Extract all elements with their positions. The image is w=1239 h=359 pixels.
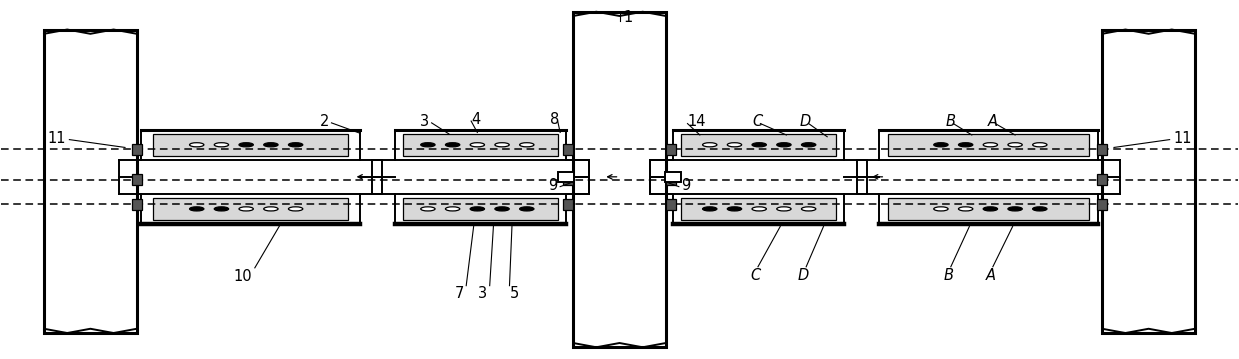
Circle shape — [727, 207, 742, 211]
Text: C: C — [752, 114, 763, 129]
Circle shape — [190, 143, 204, 147]
Circle shape — [264, 207, 278, 211]
Circle shape — [959, 143, 973, 147]
Text: 3: 3 — [420, 114, 429, 129]
Bar — [154, 134, 347, 156]
Circle shape — [470, 207, 484, 211]
Bar — [681, 134, 836, 156]
Circle shape — [289, 143, 302, 147]
Text: 3: 3 — [478, 286, 487, 301]
Bar — [681, 198, 836, 220]
Text: 7: 7 — [455, 286, 463, 301]
Bar — [665, 144, 675, 155]
Text: 5: 5 — [509, 286, 519, 301]
Circle shape — [934, 143, 948, 147]
Bar — [559, 172, 575, 182]
Circle shape — [1007, 143, 1022, 147]
Circle shape — [214, 207, 229, 211]
Bar — [880, 130, 1098, 160]
Text: B: B — [945, 114, 955, 129]
Circle shape — [984, 143, 997, 147]
Text: 8: 8 — [550, 112, 559, 127]
Bar — [664, 172, 680, 182]
Bar — [564, 144, 574, 155]
Bar — [564, 174, 574, 185]
Bar — [574, 12, 665, 347]
Circle shape — [239, 207, 253, 211]
Bar — [665, 174, 675, 185]
Text: 11: 11 — [1173, 131, 1192, 146]
Circle shape — [494, 143, 509, 147]
Circle shape — [1007, 207, 1022, 211]
Circle shape — [446, 207, 460, 211]
Circle shape — [1032, 207, 1047, 211]
Circle shape — [752, 143, 767, 147]
Bar — [141, 130, 359, 160]
Text: 14: 14 — [688, 114, 706, 129]
Circle shape — [777, 143, 790, 147]
Circle shape — [264, 143, 278, 147]
Bar — [1103, 30, 1194, 333]
Bar — [154, 198, 347, 220]
Bar — [1098, 144, 1108, 155]
Circle shape — [421, 143, 435, 147]
Bar — [673, 130, 845, 160]
Circle shape — [703, 207, 717, 211]
Circle shape — [1032, 143, 1047, 147]
Circle shape — [727, 143, 742, 147]
Text: B: B — [943, 268, 953, 283]
Bar — [1098, 199, 1108, 210]
Circle shape — [446, 143, 460, 147]
Circle shape — [777, 207, 790, 211]
Circle shape — [470, 143, 484, 147]
Bar — [564, 199, 574, 210]
Bar — [394, 130, 566, 160]
Text: A: A — [987, 114, 997, 129]
Text: 2: 2 — [320, 114, 330, 129]
Circle shape — [239, 143, 253, 147]
Bar — [141, 194, 359, 224]
Circle shape — [289, 207, 302, 211]
Text: C: C — [750, 268, 761, 283]
Text: D: D — [800, 114, 812, 129]
Text: 9: 9 — [549, 178, 558, 194]
Circle shape — [802, 207, 815, 211]
Circle shape — [214, 143, 229, 147]
Circle shape — [519, 143, 534, 147]
Circle shape — [802, 143, 815, 147]
Bar — [1098, 174, 1108, 185]
Bar — [45, 30, 136, 333]
Circle shape — [190, 207, 204, 211]
Circle shape — [984, 207, 997, 211]
Circle shape — [494, 207, 509, 211]
Bar — [394, 194, 566, 224]
Bar — [673, 194, 845, 224]
Bar — [131, 144, 141, 155]
Bar — [888, 198, 1089, 220]
Text: 9: 9 — [681, 178, 690, 194]
Text: D: D — [798, 268, 809, 283]
Bar — [403, 134, 558, 156]
Text: A: A — [985, 268, 995, 283]
Text: 1: 1 — [623, 10, 632, 25]
Circle shape — [752, 207, 767, 211]
Text: 10: 10 — [233, 269, 252, 284]
Text: 11: 11 — [47, 131, 66, 146]
Circle shape — [703, 143, 717, 147]
Circle shape — [959, 207, 973, 211]
Bar — [880, 194, 1098, 224]
Bar — [888, 134, 1089, 156]
Bar — [131, 174, 141, 185]
Circle shape — [934, 207, 948, 211]
Bar — [665, 199, 675, 210]
Circle shape — [421, 207, 435, 211]
Circle shape — [519, 207, 534, 211]
Bar — [403, 198, 558, 220]
Text: 4: 4 — [471, 112, 481, 127]
Bar — [131, 199, 141, 210]
